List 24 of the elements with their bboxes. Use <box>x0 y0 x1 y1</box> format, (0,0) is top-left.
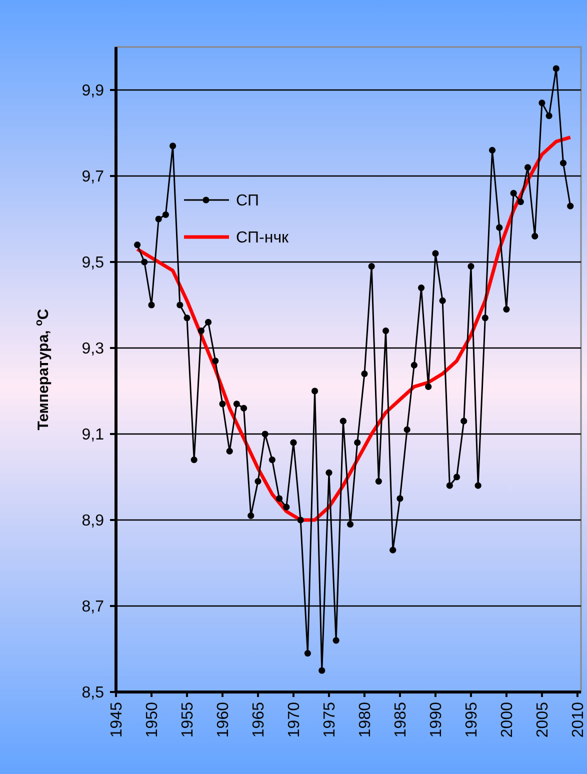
y-tick-label: 9,7 <box>82 168 104 186</box>
x-tick-label: 2010 <box>570 702 587 738</box>
y-tick-label: 8,9 <box>82 512 104 530</box>
y-tick-label: 8,5 <box>82 684 104 702</box>
x-tick-label: 2000 <box>499 702 516 738</box>
x-tick-label: 1995 <box>464 702 481 738</box>
x-tick-label: 1985 <box>392 702 410 738</box>
x-tick-label: 1970 <box>286 702 304 738</box>
x-tick-label: 1950 <box>144 702 162 738</box>
x-tick-label: 2005 <box>534 702 552 738</box>
x-tick-label: 1960 <box>215 702 232 738</box>
x-tick-label: 1980 <box>357 702 374 738</box>
legend-label: СП-нчк <box>236 230 290 247</box>
x-tick-label: 1975 <box>322 702 339 738</box>
y-tick-label: 9,1 <box>82 426 104 444</box>
y-tick-label: 9,5 <box>82 254 104 272</box>
x-tick-label: 1955 <box>180 702 197 738</box>
y-tick-label: 8,7 <box>82 598 104 616</box>
x-tick-label: 1945 <box>108 702 126 738</box>
x-tick-label: 1990 <box>428 702 446 738</box>
y-tick-label: 9,9 <box>82 82 104 100</box>
legend-label: СП <box>236 192 260 210</box>
x-tick-label: 1965 <box>250 702 268 738</box>
y-tick-label: 9,3 <box>82 340 104 358</box>
